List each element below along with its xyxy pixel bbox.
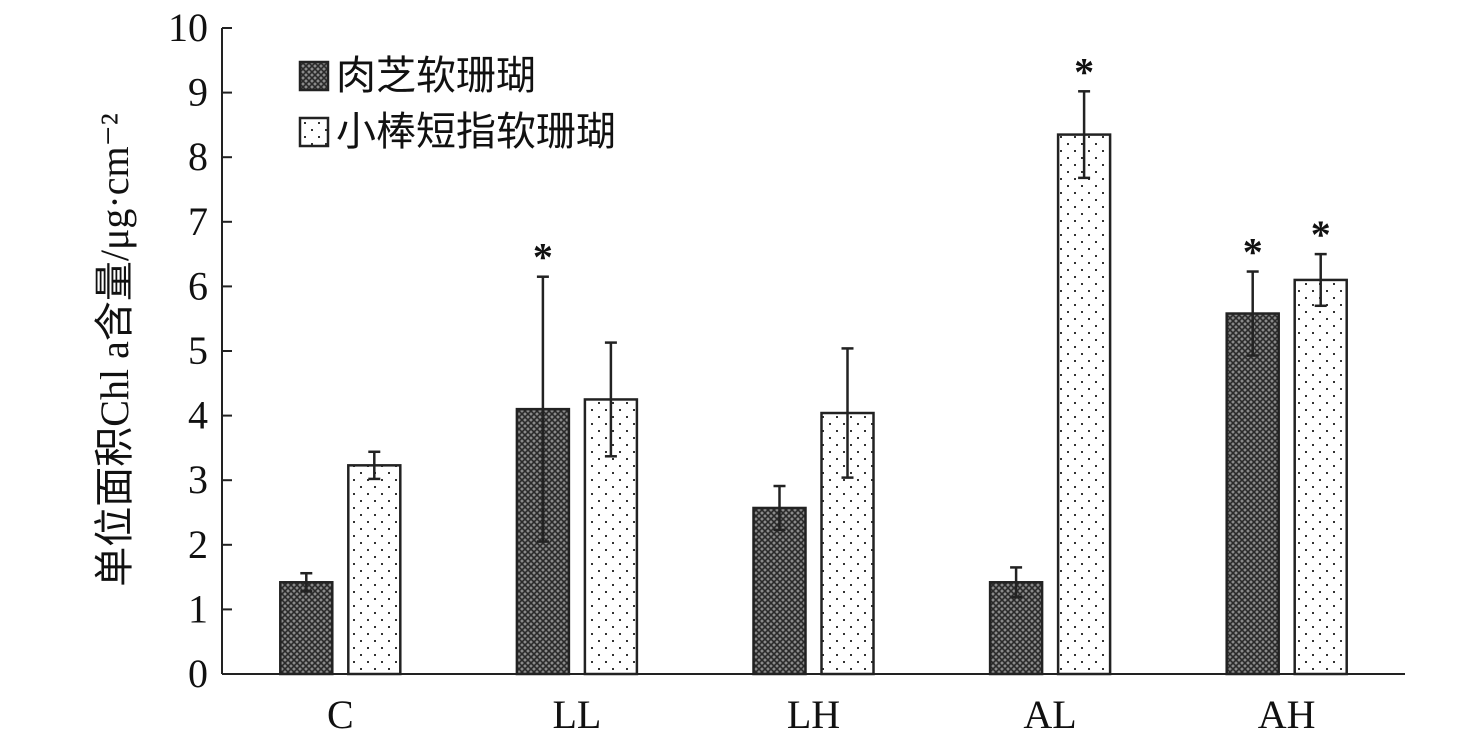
bar [1225, 312, 1280, 676]
x-tick-label: AH [1258, 692, 1316, 737]
y-tick-label: 4 [188, 393, 208, 438]
bar [752, 506, 807, 676]
significance-marker: * [1311, 212, 1331, 257]
x-tick-label: LL [552, 692, 601, 737]
y-tick-label: 10 [168, 5, 208, 50]
y-axis-label: 单位面积Chl a含量/μg·cm⁻² [92, 113, 137, 586]
x-tick-label: AL [1023, 692, 1076, 737]
y-tick-label: 2 [188, 522, 208, 567]
bar [347, 464, 402, 676]
bar [279, 581, 334, 676]
significance-marker: * [1243, 230, 1263, 275]
y-tick-label: 0 [188, 651, 208, 696]
significance-marker: * [1074, 49, 1094, 94]
bars: * * * * [279, 49, 1348, 676]
significance-marker: * [533, 235, 553, 280]
y-tick-label: 7 [188, 199, 208, 244]
legend-label: 小棒短指软珊瑚 [336, 109, 616, 154]
y-tick-label: 3 [188, 457, 208, 502]
bar [1056, 133, 1112, 676]
bar [1293, 278, 1348, 676]
legend-swatch [298, 60, 330, 92]
axes: 0 1 2 3 4 5 6 7 8 9 10 C LL LH AL AH [168, 5, 1405, 737]
legend-label: 肉芝软珊瑚 [336, 53, 536, 98]
x-tick-label: C [327, 692, 354, 737]
legend-swatch [298, 116, 330, 148]
y-tick-label: 5 [188, 328, 208, 373]
y-tick-label: 8 [188, 134, 208, 179]
y-tick-label: 6 [188, 263, 208, 308]
y-tick-label: 1 [188, 586, 208, 631]
x-tick-label: LH [787, 692, 840, 737]
y-tick-label: 9 [188, 70, 208, 115]
